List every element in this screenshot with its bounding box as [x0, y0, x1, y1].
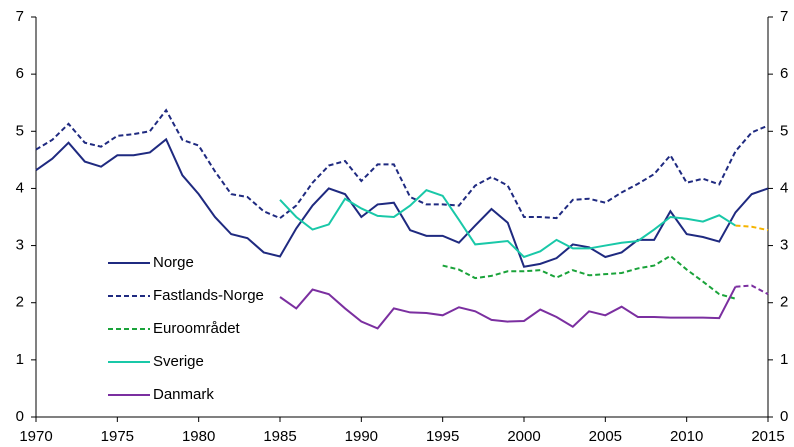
legend-label: Sverige [153, 353, 204, 370]
y2-tick-label: 7 [780, 8, 788, 25]
y-tick-label: 5 [16, 122, 24, 139]
series-line [735, 224, 769, 232]
x-tick-label: 2015 [751, 428, 784, 445]
legend-label: Euroområdet [153, 320, 241, 337]
legend-label: Fastlands-Norge [153, 287, 264, 304]
x-tick-label: 1970 [19, 428, 52, 445]
series-line [442, 254, 736, 300]
x-tick-label: 1990 [345, 428, 378, 445]
legend-label: Norge [153, 254, 194, 271]
y-tick-label: 6 [16, 65, 24, 82]
series-line [279, 188, 737, 259]
series-line [35, 108, 769, 220]
y2-tick-label: 0 [780, 408, 788, 425]
y-tick-label: 1 [16, 351, 24, 368]
x-tick-label: 1985 [263, 428, 296, 445]
y-tick-label: 0 [16, 408, 24, 425]
x-tick-label: 2005 [589, 428, 622, 445]
x-tick-label: 2010 [670, 428, 703, 445]
x-tick-label: 2000 [507, 428, 540, 445]
x-tick-label: 1975 [101, 428, 134, 445]
y2-tick-label: 2 [780, 294, 788, 311]
x-tick-label: 1980 [182, 428, 215, 445]
y2-tick-label: 5 [780, 122, 788, 139]
y-tick-label: 3 [16, 237, 24, 254]
y-tick-label: 7 [16, 8, 24, 25]
series-line [735, 284, 769, 296]
y2-tick-label: 6 [780, 65, 788, 82]
y2-tick-label: 1 [780, 351, 788, 368]
series-line [279, 286, 737, 330]
legend-label: Danmark [153, 386, 214, 403]
y2-tick-label: 4 [780, 179, 788, 196]
series-line [35, 137, 769, 268]
y-tick-label: 4 [16, 179, 24, 196]
x-tick-label: 1995 [426, 428, 459, 445]
y-tick-label: 2 [16, 294, 24, 311]
y2-tick-label: 3 [780, 237, 788, 254]
